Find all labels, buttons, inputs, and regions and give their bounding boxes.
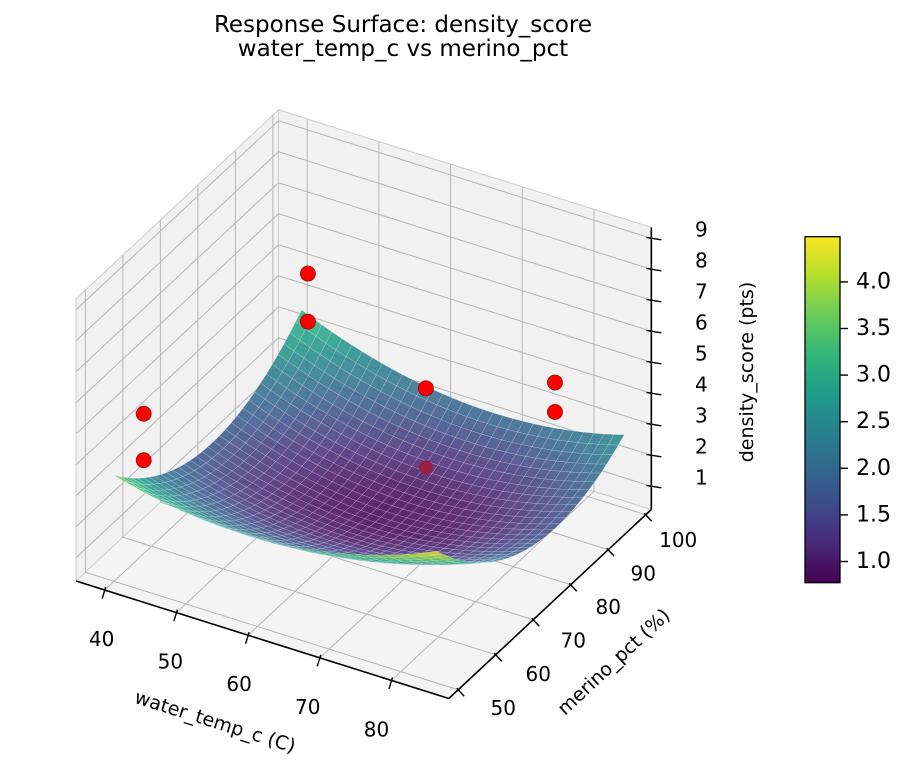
colorbar-tick-label: 1.5 [856, 502, 891, 527]
x-tick-label: 80 [364, 717, 389, 741]
scatter-points [135, 265, 563, 475]
y-tick-label: 80 [595, 595, 620, 619]
z-tick-label: 9 [695, 217, 708, 241]
colorbar: 1.0 1.5 2.0 2.5 3.0 3.5 4.0 [804, 236, 891, 584]
scatter-point [546, 404, 563, 420]
colorbar-tick-label: 3.0 [856, 363, 891, 388]
scatter-point [135, 452, 152, 469]
x-tick-label: 70 [295, 695, 320, 719]
z-tick-label: 3 [695, 403, 708, 427]
z-tick-label: 6 [695, 310, 708, 334]
y-tick-label: 90 [630, 561, 655, 585]
y-tick-label: 70 [560, 629, 585, 653]
x-tick-label: 50 [158, 650, 183, 674]
scatter-point [135, 405, 152, 422]
z-tick-label: 8 [695, 248, 708, 272]
colorbar-tick-label: 4.0 [856, 269, 891, 294]
colorbar-gradient [804, 236, 841, 584]
x-axis-label: water_temp_c (C) [132, 686, 298, 757]
colorbar-tick-label: 1.0 [856, 549, 891, 574]
z-tick-label: 1 [695, 465, 708, 489]
colorbar-tick-label: 2.5 [856, 409, 891, 434]
x-tick-label: 40 [89, 627, 114, 651]
scatter-point [546, 374, 563, 391]
z-tick-label: 5 [695, 341, 708, 365]
colorbar-tick-label: 2.0 [856, 456, 891, 481]
scatter-point [299, 313, 316, 330]
axis-spines [75, 227, 662, 700]
chart-title: Response Surface: density_score water_te… [103, 13, 703, 61]
z-tick-label: 2 [695, 434, 708, 458]
scatter-point-occluded [418, 460, 433, 475]
scatter-point [417, 380, 434, 397]
y-axis-label: merino_pct (%) [553, 604, 674, 719]
chart-title-line1: Response Surface: density_score [213, 12, 593, 38]
scatter-point [299, 265, 316, 282]
z-axis-label: density_score (pts) [736, 282, 758, 463]
y-tick-label: 100 [659, 528, 697, 552]
z-tick-label: 7 [695, 279, 708, 303]
y-tick-label: 50 [490, 696, 515, 720]
x-tick-label: 60 [226, 672, 251, 696]
chart-title-line2: water_temp_c vs merino_pct [237, 36, 569, 62]
colorbar-tick-label: 3.5 [856, 316, 891, 341]
y-tick-label: 60 [525, 662, 550, 686]
z-tick-label: 4 [695, 372, 708, 396]
surface-mesh [113, 309, 625, 566]
